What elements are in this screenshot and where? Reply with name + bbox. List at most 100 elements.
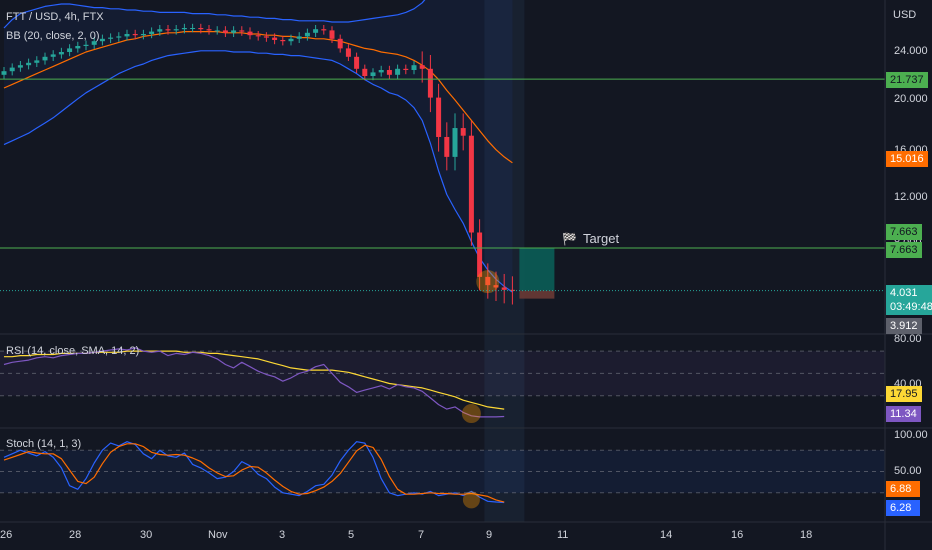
symbol-title[interactable]: FTT / USD, 4h, FTX [6,11,104,23]
candle-body [436,97,442,137]
candle-body [304,32,310,37]
stoch-tick-label: 50.00 [894,465,922,477]
candle-body [198,28,204,30]
candle-body [157,29,163,32]
candle-body [444,136,450,157]
candle-body [509,289,515,291]
flag-icon: 🏁 [562,231,577,246]
candle-body [214,30,220,32]
currency-label: USD [893,9,917,21]
candle-body [231,30,237,33]
candle-body [427,68,433,98]
price-tick-label: 24.000 [894,45,928,57]
candle-body [91,41,97,45]
candle-body [452,128,458,157]
bb-lower-badge: 3.912 [886,318,922,334]
stoch-d-badge: 6.88 [886,481,920,497]
candle-body [370,72,376,76]
bb-lower-line [3,50,513,293]
time-tick-label: 5 [348,529,355,541]
candle-body [140,34,146,36]
time-tick-label: 26 [0,529,13,541]
candle-body [181,28,187,30]
candle-body [124,34,130,37]
candle-body [108,37,114,39]
candle-body [362,68,368,76]
stoch-d-line [3,443,505,503]
target-level-badge-a: 7.663 [886,224,922,240]
candle-body [477,232,483,277]
candle-body [411,65,417,70]
candle-body [263,36,269,38]
stoch-highlight-circle [462,491,480,509]
candle-body [321,29,327,31]
time-tick-label: 18 [800,529,813,541]
time-tick-label: 14 [660,529,673,541]
candle-body [296,36,302,39]
price-tick-label: 12.000 [894,191,928,203]
candle-body [222,30,228,33]
time-tick-label: 9 [486,529,493,541]
target-annotation[interactable]: 🏁 Target [562,231,619,246]
stoch-tick-label: 100.00 [894,429,928,441]
candle-body [313,29,319,33]
stop-zone [519,290,555,299]
candle-body [9,67,15,72]
countdown-timer: 03:49:48 [890,301,932,313]
rsi-value-badge: 11.34 [886,406,921,422]
rsi-indicator-legend[interactable]: RSI (14, close, SMA, 14, 2) [6,345,140,357]
candle-body [501,287,507,290]
stoch-indicator-legend[interactable]: Stoch (14, 1, 3) [6,438,82,450]
candle-body [83,44,89,46]
target-label: Target [582,231,620,246]
candle-body [337,38,343,49]
rsi-tick-label: 80.00 [894,333,922,345]
bb-indicator-legend[interactable]: BB (20, close, 2, 0) [6,30,100,42]
candle-body [460,128,466,136]
time-tick-label: 3 [279,529,286,541]
time-tick-label: 7 [418,529,425,541]
candle-body [67,48,73,52]
candle-body [485,276,491,286]
candle-body [419,65,425,69]
target-zone [519,247,555,291]
rsi-line [3,347,505,418]
target-level-badge-b: 7.663 [886,242,922,258]
candle-body [329,30,335,39]
candle-body [206,29,212,31]
last-price-badge: 4.031 03:49:48 [886,285,932,315]
stoch-k-badge: 6.28 [886,500,920,516]
candle-body [132,34,138,36]
candle-body [173,29,179,31]
candle-body [280,40,286,42]
last-price-value: 4.031 [890,287,918,299]
candle-body [34,60,40,63]
candle-body [116,36,122,38]
time-tick-label: 16 [731,529,744,541]
candle-body [345,48,351,57]
bb-band-fill [4,0,513,293]
candle-body [99,38,105,42]
candle-body [378,70,384,73]
candle-body [493,285,499,288]
candle-body [468,135,474,233]
candle-body [386,70,392,75]
time-tick-label: Nov [208,529,228,541]
candle-body [288,38,294,42]
candle-body [75,46,81,49]
candle-body [255,35,261,37]
candle-body [395,68,401,75]
rsi-highlight-circle [461,404,481,424]
candle-body [190,28,196,29]
price-tick-label: 20.000 [894,93,928,105]
candle-body [165,29,171,31]
candle-body [403,68,409,70]
candle-body [58,52,64,55]
crash-highlight-circle [476,270,500,294]
level-upper-badge: 21.737 [886,72,928,88]
candle-body [247,31,253,36]
time-tick-label: 30 [140,529,153,541]
candle-body [149,31,155,34]
time-tick-label: 11 [557,529,569,541]
